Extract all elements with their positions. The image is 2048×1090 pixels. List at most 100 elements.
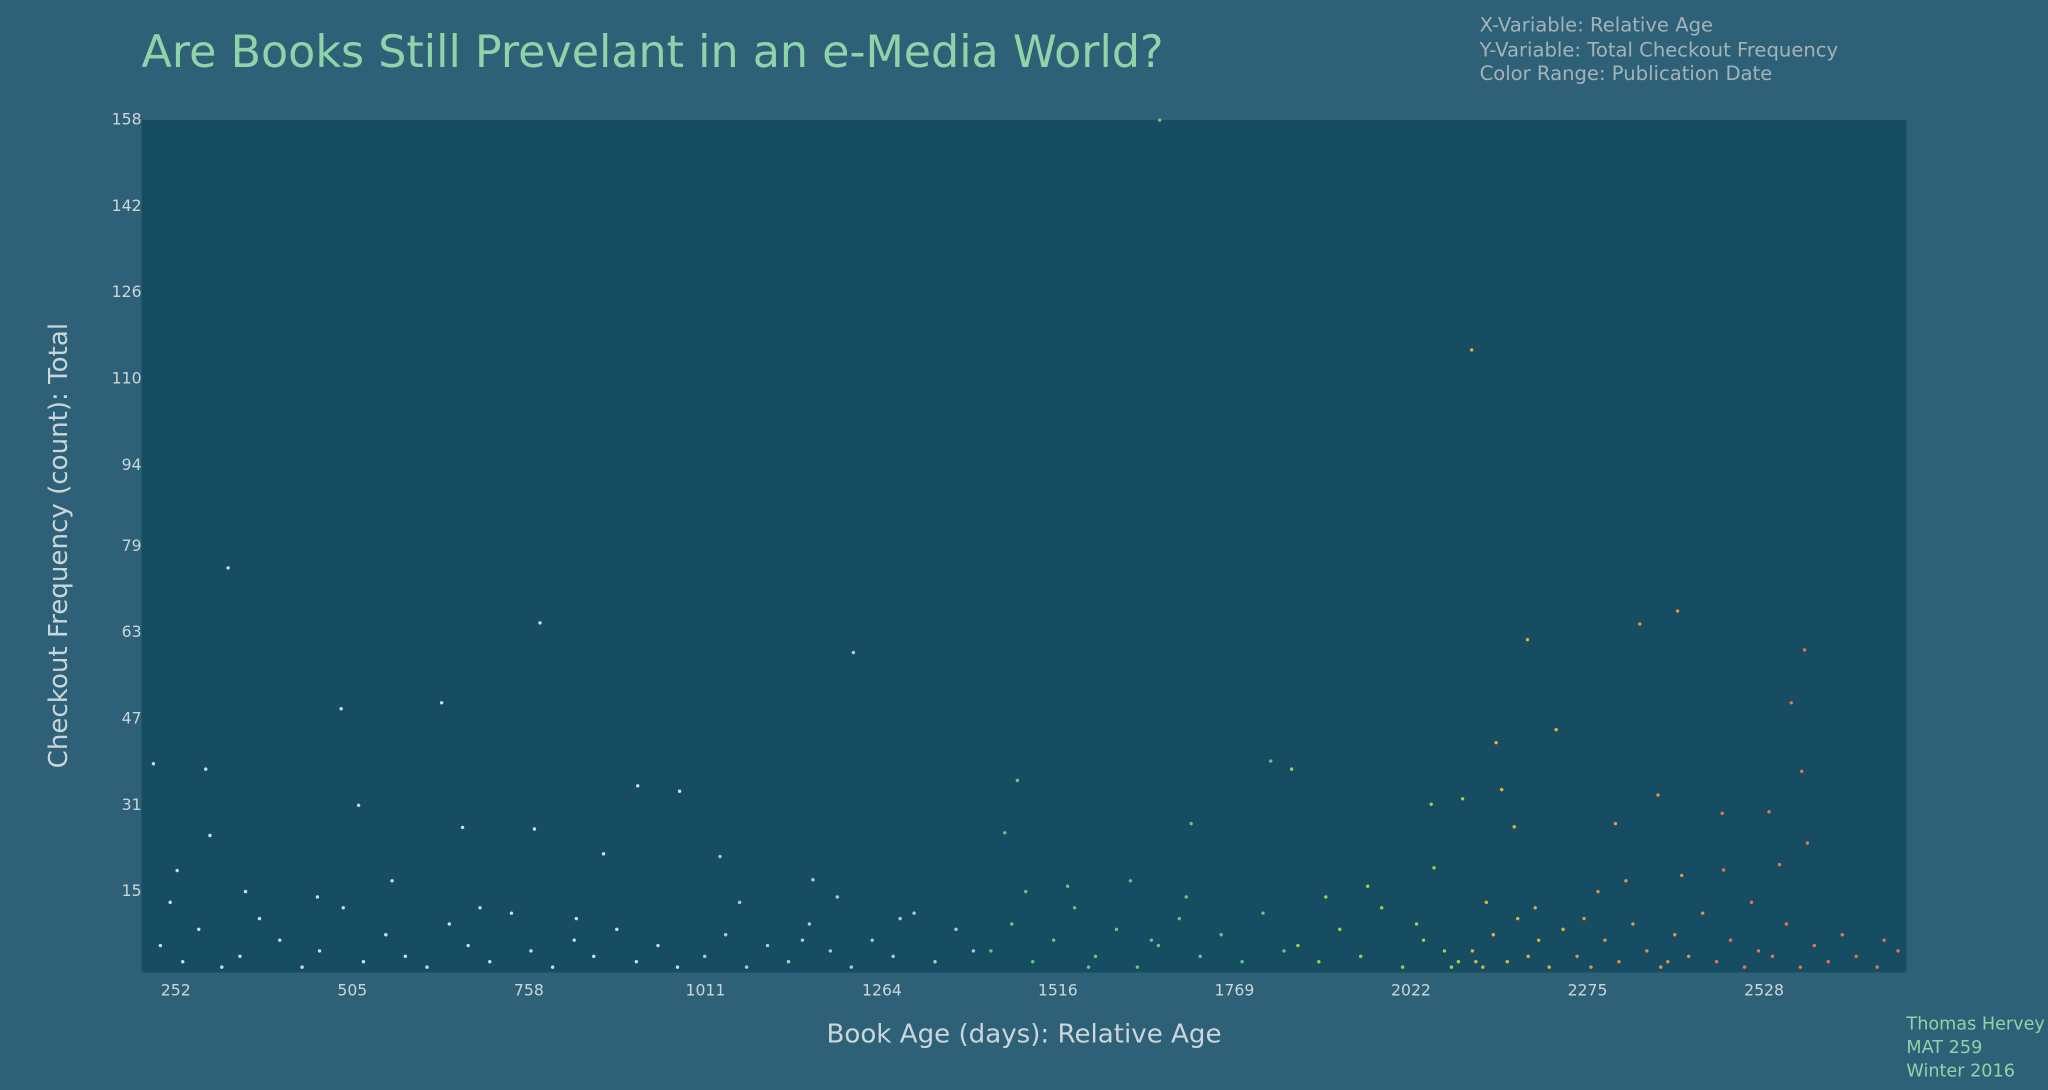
point: [1379, 906, 1384, 910]
point: [592, 954, 596, 959]
point: [226, 566, 230, 570]
point: [300, 965, 304, 969]
point: [807, 922, 812, 926]
point: [954, 927, 958, 932]
point: [1896, 949, 1900, 953]
point: [636, 784, 640, 788]
point: [800, 938, 805, 942]
point: [204, 767, 208, 771]
point: [1721, 868, 1726, 872]
point: [656, 943, 660, 948]
point: [356, 803, 361, 807]
point: [1456, 960, 1461, 964]
point: [1505, 960, 1509, 964]
point: [1469, 348, 1474, 352]
point: [1114, 927, 1119, 932]
point: [1051, 938, 1056, 942]
point: [1798, 965, 1803, 969]
x-axis-title: Book Age (days): Relative Age: [826, 1020, 1221, 1050]
y-tick-label: 110: [112, 369, 142, 388]
point: [675, 965, 680, 969]
point: [1128, 879, 1133, 883]
x-tick-label: 505: [337, 980, 367, 999]
credit: Winter 2016: [1906, 1062, 2014, 1082]
point: [1470, 949, 1475, 953]
note: Y-Variable: Total Checkout Frequency: [1479, 38, 1839, 61]
point: [158, 943, 163, 948]
point: [1802, 648, 1807, 652]
point: [1700, 911, 1705, 915]
point: [1547, 965, 1551, 969]
point: [532, 827, 537, 831]
point: [1659, 965, 1663, 969]
point: [1268, 759, 1273, 763]
point: [870, 938, 874, 942]
point: [1756, 949, 1761, 953]
point: [317, 949, 322, 953]
point: [1015, 778, 1020, 783]
point: [718, 854, 722, 859]
point: [1338, 927, 1342, 932]
point: [765, 943, 770, 948]
x-tick-label: 252: [161, 980, 191, 999]
point: [1432, 866, 1436, 870]
point: [1240, 960, 1244, 964]
point: [1777, 862, 1782, 867]
point: [315, 895, 320, 899]
point: [1554, 728, 1558, 732]
credit: MAT 259: [1906, 1038, 1982, 1058]
point: [572, 938, 576, 942]
point: [1536, 938, 1541, 942]
point: [1400, 965, 1405, 969]
point: [1561, 927, 1565, 932]
x-tick-label: 2022: [1391, 980, 1431, 999]
point: [989, 949, 993, 953]
y-tick-label: 142: [112, 196, 142, 215]
point: [1189, 821, 1193, 826]
point: [1840, 933, 1844, 937]
point: [1282, 949, 1286, 953]
point: [933, 960, 937, 964]
point: [460, 825, 465, 830]
point: [529, 949, 533, 953]
point: [1720, 811, 1724, 816]
point: [1826, 960, 1830, 964]
point: [1789, 701, 1793, 705]
point: [737, 900, 742, 905]
x-tick-label: 1011: [685, 980, 725, 999]
point: [1317, 960, 1321, 964]
point: [811, 878, 815, 882]
point: [341, 906, 345, 910]
point: [151, 762, 156, 766]
point: [1875, 965, 1879, 969]
point: [849, 965, 853, 969]
point: [1638, 622, 1642, 626]
point: [615, 927, 619, 932]
point: [1324, 895, 1328, 899]
point: [1525, 637, 1530, 642]
point: [1065, 884, 1070, 888]
point: [1575, 954, 1579, 959]
point: [1149, 938, 1154, 942]
point: [1589, 965, 1593, 969]
point: [1494, 740, 1498, 745]
point: [1749, 900, 1754, 905]
point: [1512, 825, 1516, 829]
point: [550, 965, 555, 969]
point: [1784, 922, 1789, 926]
point: [1680, 873, 1684, 878]
point: [851, 650, 856, 655]
point: [1429, 802, 1433, 806]
point: [361, 960, 366, 964]
point: [1800, 769, 1804, 773]
point: [1031, 960, 1035, 964]
x-tick-label: 2275: [1568, 980, 1608, 999]
point: [1728, 938, 1733, 942]
x-tick-label: 758: [514, 980, 544, 999]
y-tick-label: 63: [122, 622, 142, 641]
point: [509, 911, 514, 915]
point: [439, 701, 444, 705]
point: [1854, 954, 1858, 959]
point: [1086, 965, 1091, 969]
point: [744, 965, 749, 969]
